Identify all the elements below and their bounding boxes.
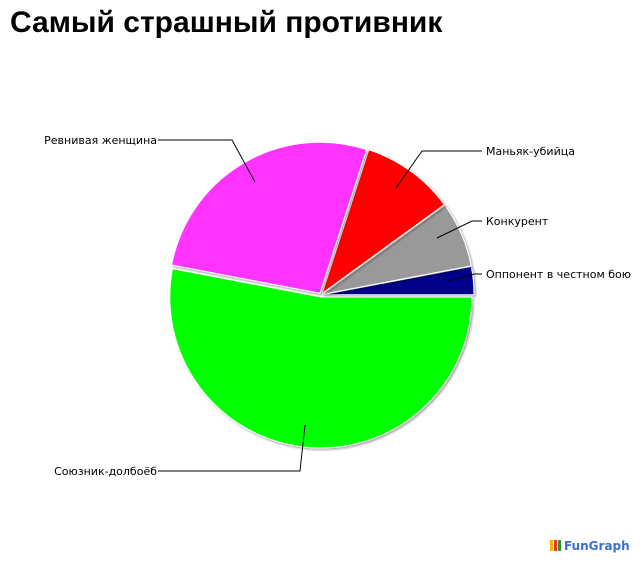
- logo-bars-icon: [550, 540, 562, 551]
- slice-label-4: Союзник-долбоёб: [54, 465, 157, 478]
- slice-label-2: Маньяк-убийца: [486, 145, 575, 158]
- slice-label-3: Ревнивая женщина: [44, 134, 157, 147]
- pie-slice-4: [169, 268, 473, 449]
- pie-slice-2: [321, 149, 446, 295]
- leader-line-4: [158, 424, 306, 472]
- leader-line-0: [446, 273, 482, 282]
- slice-label-0: Оппонент в честном бою: [486, 268, 631, 281]
- leader-line-1: [436, 220, 482, 239]
- pie-slice-0: [322, 265, 475, 296]
- leader-line-3: [158, 139, 256, 183]
- slice-label-1: Конкурент: [486, 215, 549, 228]
- pie-slice-1: [322, 204, 472, 295]
- leader-line-2: [395, 150, 482, 189]
- fungraph-logo: FunGraph: [550, 539, 630, 553]
- chart-title: Самый страшный противник: [10, 6, 443, 39]
- pie-slice-3: [171, 141, 368, 294]
